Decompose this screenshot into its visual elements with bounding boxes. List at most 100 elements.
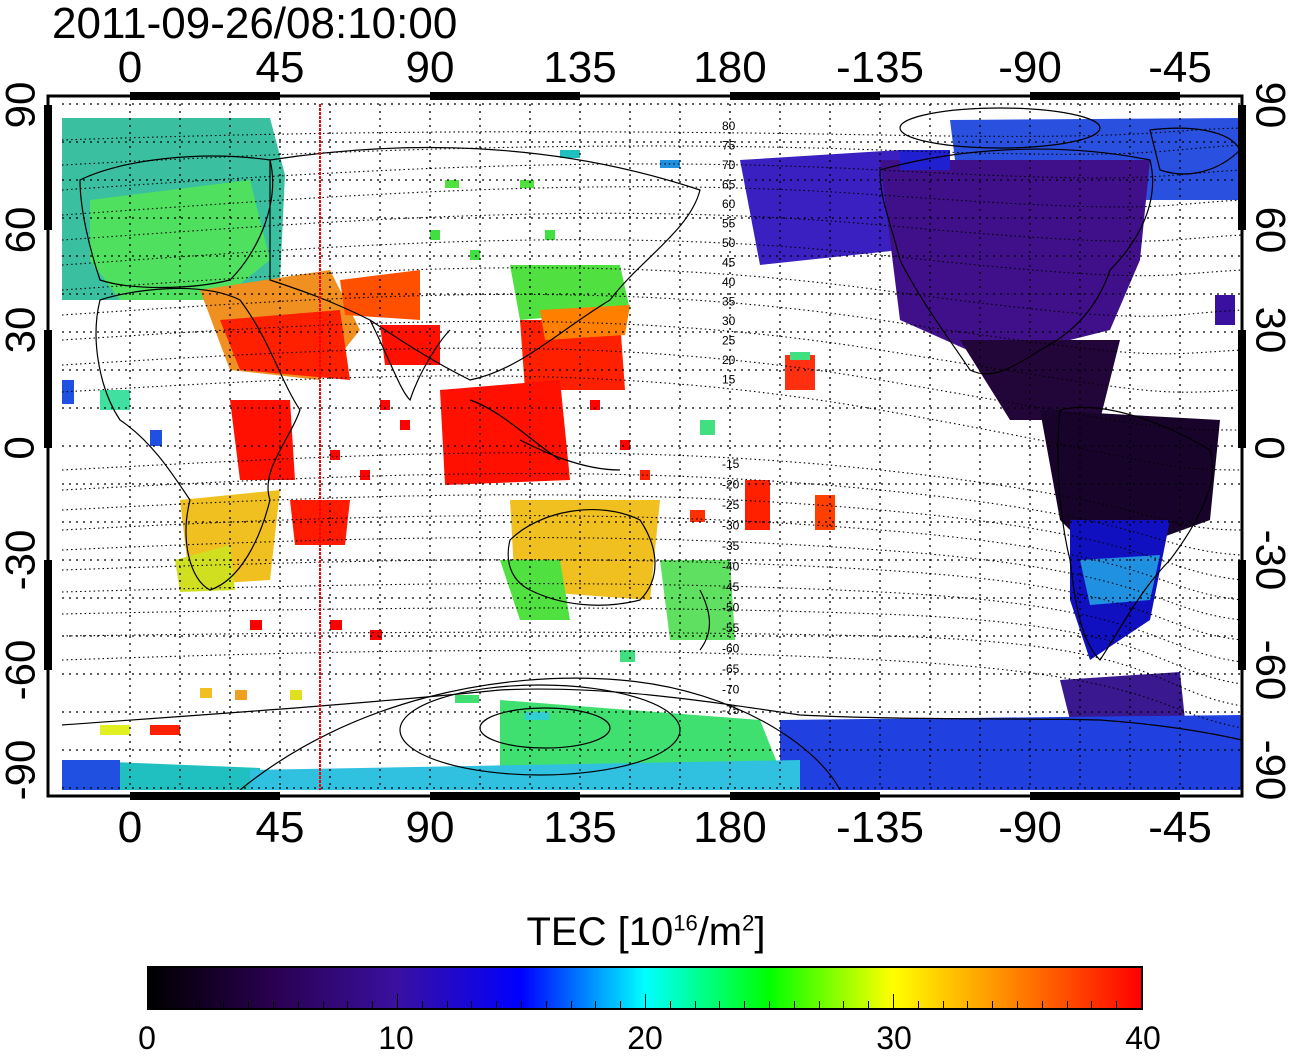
longitude-tick-label: 180 [693,43,767,92]
colorbar-minor-tick [744,1001,746,1008]
tec-data-layer [62,118,1242,790]
contour-label: 70 [722,158,736,172]
frame-tick-bars [44,92,1246,800]
contour-label: -50 [722,601,740,615]
colorbar-title-prefix: TEC [10 [526,910,674,954]
tec-cell [150,430,162,446]
latitude-tick-label: 30 [1247,306,1292,354]
tec-cell [235,690,247,700]
longitude-tick-label: 180 [693,803,767,852]
latitude-tick-label: 60 [1247,206,1292,254]
longitude-tick-label: 0 [117,803,143,852]
frame-tick [130,792,280,800]
colorbar-tick-label: 0 [138,1020,156,1056]
frame-tick [44,330,52,448]
tec-cell [620,650,635,662]
colorbar-minor-tick [669,1001,671,1008]
tec-region-antarctica-blue [62,760,120,790]
colorbar-tick-label: 20 [627,1020,663,1056]
colorbar-minor-tick [1017,1001,1018,1008]
tec-region-drake [1060,672,1185,720]
contour-label: -35 [722,539,740,553]
tec-cell [1215,295,1235,325]
latitude-tick-label: 90 [1247,81,1292,129]
tec-cell [430,230,440,240]
colorbar-minor-tick [248,1001,250,1008]
coast-africa [95,287,301,591]
tec-cell [900,150,950,170]
tec-cell [455,695,479,703]
tec-cell [560,150,580,158]
colorbar-minor-tick [347,1001,349,1008]
longitude-tick-label: -45 [1148,803,1212,852]
contour-label: -45 [722,580,740,594]
tec-cell [100,725,130,735]
colorbar-title-exponent: 16 [673,910,698,936]
colorbar [147,966,1143,1010]
tec-region-australia-green [500,560,570,620]
tec-region-pacific-spot-3 [815,495,835,530]
longitude-tick-label: 90 [405,43,455,92]
colorbar-minor-tick [198,1001,200,1008]
frame-tick [1030,792,1180,800]
colorbar-minor-tick [397,994,398,1008]
colorbar-title: TEC [1016/m2] [0,910,1292,955]
coast-new-zealand [699,589,711,651]
colorbar-minor-tick [496,1001,498,1008]
latitude-tick-label: -60 [1246,639,1292,701]
colorbar-minor-tick [893,994,894,1008]
colorbar-minor-tick [273,1001,274,1008]
coast-india [369,319,451,402]
coast-australia [507,509,656,606]
contour-label: -75 [722,703,740,717]
latitude-tick-label: 30 [0,306,43,354]
colorbar-minor-tick [173,1001,175,1008]
contour-labels-north: 80 75 70 65 60 55 50 45 40 35 30 25 20 15 [722,119,736,387]
coast-europe [79,155,274,289]
colorbar-minor-tick [372,1001,374,1008]
contour-label: 25 [722,334,736,348]
contour-label: -15 [722,457,740,471]
colorbar-title-suffix: ] [754,910,766,954]
tec-cell [445,180,459,188]
tec-region-southeast-asia [440,380,570,485]
contour-label: -70 [722,683,740,697]
longitude-tick-label: 45 [255,43,305,92]
contour-label: -55 [722,621,740,635]
colorbar-minor-tick [843,1001,845,1008]
colorbar-minor-tick [223,1001,225,1008]
tec-cell [690,510,705,522]
colorbar-tick-label: 10 [378,1020,414,1056]
tec-cell [400,420,410,430]
colorbar-minor-tick [421,1001,423,1008]
contour-label: 50 [722,236,736,250]
tec-cell [470,250,480,260]
contour-label: -30 [722,519,740,533]
longitude-tick-label: -90 [998,803,1062,852]
frame-tick [1238,105,1246,230]
contour-labels-south: -15 -20 -25 -30 -35 -40 -45 -50 -55 -60 -65 -70 -75 [722,457,740,717]
contour-label: -25 [722,498,740,512]
colorbar-minor-tick [446,1001,448,1008]
contour-label: -40 [722,560,740,574]
tec-cell [640,470,650,480]
coast-south-america [1057,406,1214,661]
contour-label: 30 [722,314,736,328]
colorbar-minor-tick [1116,1001,1118,1008]
colorbar-title-unit-exponent: 2 [742,910,755,936]
tec-cell [150,725,180,735]
tec-region-south-africa-yellow [175,545,235,592]
tec-cell [290,690,302,700]
contour-label: -65 [722,662,740,676]
colorbar-minor-tick [1066,1001,1068,1008]
colorbar-minor-tick [521,1001,522,1008]
coast-sea-islands [469,399,621,471]
colorbar-minor-tick [868,1001,870,1008]
contour-label: 75 [722,139,736,153]
tec-region-north-pacific [740,150,900,265]
colorbar-tick-label: 30 [876,1020,912,1056]
colorbar-minor-tick [793,1001,795,1008]
latitude-tick-label: -90 [0,739,44,801]
coast-antarctica [62,688,1242,741]
colorbar-tick-label: 40 [1125,1020,1161,1056]
